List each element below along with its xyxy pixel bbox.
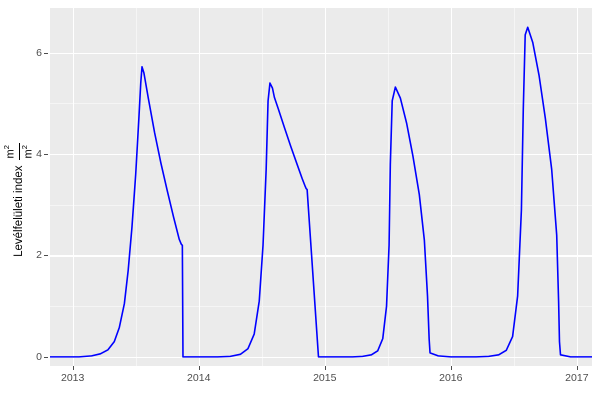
x-axis-tick-mark (72, 366, 74, 370)
x-axis-tick-mark (576, 366, 578, 370)
gridline-major-horizontal (50, 154, 592, 156)
gridline-minor-vertical (387, 8, 389, 366)
y-axis-tick-label: 6 (36, 46, 42, 59)
gridline-major-vertical (324, 8, 326, 366)
gridline-major-horizontal (50, 255, 592, 257)
x-axis-tick-label: 2017 (565, 372, 589, 384)
lai-series-line (50, 26, 592, 358)
plot-panel (50, 8, 592, 366)
x-axis-tick-mark (450, 366, 452, 370)
gridline-major-vertical (72, 8, 74, 366)
y-axis-tick-labels: 0 2 4 6 (14, 0, 42, 400)
gridline-minor-vertical (261, 8, 263, 366)
gridline-major-vertical (198, 8, 200, 366)
x-axis-tick-label: 2015 (313, 372, 337, 384)
y-axis-tick-label: 4 (36, 148, 42, 161)
y-axis-tick-mark (44, 154, 48, 156)
gridline-minor-horizontal (50, 204, 592, 206)
x-axis-tick-mark (324, 366, 326, 370)
gridline-minor-horizontal (50, 103, 592, 104)
y-axis-tick-label: 2 (36, 249, 42, 262)
gridline-major-horizontal (50, 52, 592, 54)
gridline-minor-vertical (513, 8, 515, 366)
y-axis-tick-mark (44, 356, 48, 358)
y-axis-tick-mark (44, 255, 48, 257)
y-axis-tick-label: 0 (36, 350, 42, 363)
gridline-minor-horizontal (50, 306, 592, 307)
x-axis-tick-label: 2013 (61, 372, 85, 384)
x-axis-tick-label: 2016 (439, 372, 463, 384)
x-axis-tick-label: 2014 (187, 372, 211, 384)
x-axis-tick-mark (198, 366, 200, 370)
gridline-major-vertical (576, 8, 578, 366)
gridline-major-vertical (450, 8, 452, 366)
y-axis-tick-mark (44, 52, 48, 54)
gridline-minor-vertical (135, 8, 137, 366)
